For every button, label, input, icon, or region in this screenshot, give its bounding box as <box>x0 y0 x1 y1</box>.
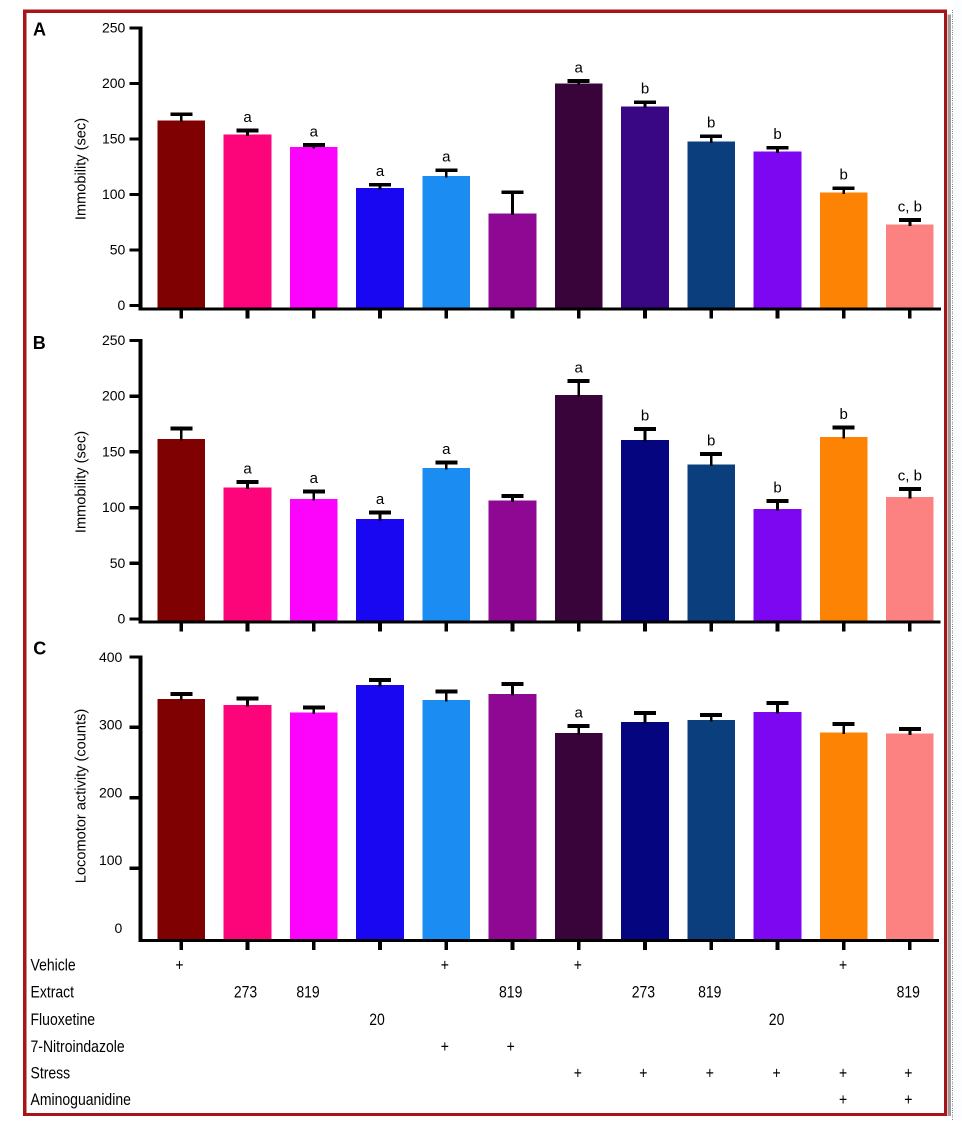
svg-text:273: 273 <box>632 984 655 1003</box>
svg-text:a: a <box>243 109 252 126</box>
svg-text:a: a <box>376 491 385 508</box>
svg-text:A: A <box>33 20 46 40</box>
svg-text:0: 0 <box>118 297 126 313</box>
svg-text:+: + <box>441 1038 449 1057</box>
svg-text:+: + <box>773 1064 781 1083</box>
svg-text:300: 300 <box>99 717 123 733</box>
svg-text:a: a <box>310 123 319 140</box>
svg-text:50: 50 <box>110 242 126 258</box>
svg-text:+: + <box>441 956 449 975</box>
svg-text:c, b: c, b <box>898 467 922 484</box>
svg-text:273: 273 <box>234 984 257 1003</box>
svg-text:150: 150 <box>102 131 126 147</box>
svg-text:B: B <box>33 333 46 353</box>
svg-text:+: + <box>175 956 183 975</box>
svg-text:819: 819 <box>296 984 319 1003</box>
svg-text:819: 819 <box>499 984 522 1003</box>
svg-text:a: a <box>310 470 319 487</box>
svg-text:a: a <box>575 59 584 76</box>
svg-text:a: a <box>376 163 385 180</box>
svg-text:+: + <box>839 1091 847 1110</box>
svg-text:400: 400 <box>99 649 123 665</box>
svg-text:200: 200 <box>102 388 126 404</box>
svg-text:+: + <box>639 1064 647 1083</box>
svg-text:a: a <box>243 460 252 477</box>
svg-text:0: 0 <box>118 611 126 627</box>
svg-text:b: b <box>641 407 649 424</box>
svg-text:150: 150 <box>102 443 126 459</box>
svg-text:Immobility (sec): Immobility (sec) <box>74 118 90 220</box>
svg-text:819: 819 <box>698 984 721 1003</box>
svg-text:819: 819 <box>897 984 920 1003</box>
svg-text:250: 250 <box>102 332 126 348</box>
svg-text:Vehicle: Vehicle <box>31 956 76 975</box>
svg-text:b: b <box>840 406 848 423</box>
svg-text:Fluoxetine: Fluoxetine <box>31 1011 96 1030</box>
svg-text:200: 200 <box>102 75 126 91</box>
svg-text:20: 20 <box>769 1011 785 1030</box>
svg-text:+: + <box>507 1038 515 1057</box>
svg-text:200: 200 <box>99 785 123 801</box>
svg-text:250: 250 <box>102 20 126 36</box>
svg-text:Aminoguanidine: Aminoguanidine <box>31 1091 131 1110</box>
svg-text:b: b <box>840 167 848 184</box>
svg-text:a: a <box>442 149 451 166</box>
svg-text:100: 100 <box>102 499 126 515</box>
svg-text:+: + <box>574 1064 582 1083</box>
svg-text:100: 100 <box>102 186 126 202</box>
svg-text:b: b <box>707 114 715 131</box>
svg-text:b: b <box>641 81 649 98</box>
svg-text:Immobility (sec): Immobility (sec) <box>74 431 90 533</box>
svg-text:+: + <box>904 1091 912 1110</box>
svg-text:+: + <box>574 956 582 975</box>
svg-text:C: C <box>33 639 46 659</box>
svg-text:+: + <box>904 1064 912 1083</box>
svg-text:b: b <box>773 126 781 143</box>
svg-text:+: + <box>839 956 847 975</box>
svg-text:Stress: Stress <box>31 1064 71 1083</box>
svg-text:c, b: c, b <box>898 198 922 215</box>
svg-text:b: b <box>773 479 781 496</box>
svg-text:100: 100 <box>99 852 123 868</box>
svg-text:50: 50 <box>110 555 126 571</box>
svg-text:Extract: Extract <box>31 984 75 1003</box>
svg-text:+: + <box>839 1064 847 1083</box>
svg-text:a: a <box>442 441 451 458</box>
svg-text:a: a <box>575 704 584 721</box>
svg-text:Locomotor activity (counts): Locomotor activity (counts) <box>74 709 90 883</box>
svg-text:7-Nitroindazole: 7-Nitroindazole <box>31 1038 125 1057</box>
svg-text:+: + <box>706 1064 714 1083</box>
svg-text:b: b <box>707 432 715 449</box>
svg-text:0: 0 <box>115 920 123 936</box>
svg-text:20: 20 <box>369 1011 385 1030</box>
svg-text:a: a <box>575 359 584 376</box>
